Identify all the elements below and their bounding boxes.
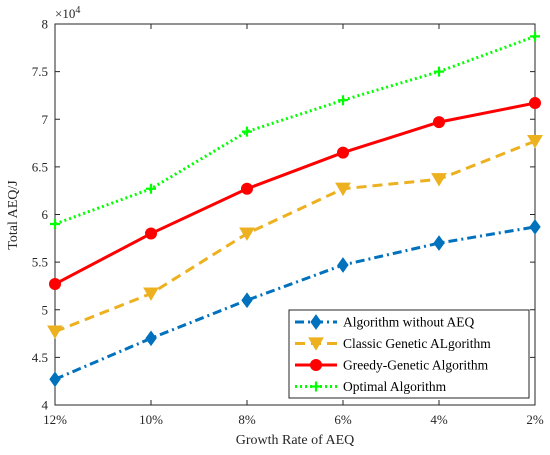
y-axis-label: Total AEQ/J [6,180,21,250]
data-point [241,292,253,309]
series-1 [47,135,543,339]
legend-marker [310,359,322,371]
legend: Algorithm without AEQ Classic Genetic ALg… [288,309,530,399]
y-scale-exponent: 4 [75,5,80,16]
series-line [54,34,536,226]
data-point [49,371,61,388]
legend-label: Classic Genetic ALgorithm [343,336,491,351]
legend-item: Classic Genetic ALgorithm [295,336,491,351]
data-point [49,278,61,291]
y-tick-label: 6 [42,207,49,222]
data-point [335,182,351,197]
series-line [54,225,536,381]
series-line [54,101,536,286]
data-point [530,31,540,42]
data-point [242,126,252,137]
legend-label: Greedy-Genetic Algorithm [343,358,489,373]
data-point [241,182,253,195]
legend-item: Optimal Algorithm [295,379,447,394]
plot-area: 4 4.5 5 5.5 6 6.5 7 7.5 8 12% 10% 8% 6% 4% 2% Algorithm… [32,17,544,428]
y-tick-label: 5.5 [32,255,48,270]
legend-marker [311,381,321,392]
y-tick-label: 7 [42,112,49,127]
legend-label: Optimal Algorithm [343,379,447,394]
series-line [54,139,536,334]
data-point [337,146,349,159]
data-point [527,135,543,149]
x-tick-label: 6% [334,412,352,427]
x-axis-label: Growth Rate of AEQ [236,433,355,448]
series-3 [50,31,540,230]
series-0 [49,219,541,388]
data-point [47,325,63,339]
data-point [433,116,445,129]
y-tick-label: 4.5 [32,350,48,365]
data-point [143,287,159,301]
x-tick-label: 8% [238,412,256,427]
data-point [431,173,447,187]
legend-marker [310,314,322,330]
data-point [529,97,541,110]
data-point [146,183,156,194]
legend-label: Algorithm without AEQ [343,315,475,330]
series-2 [49,97,541,291]
y-scale-multiplier: ×104 [55,5,80,21]
y-scale-base: ×10 [55,6,75,21]
legend-item: Algorithm without AEQ [295,314,475,330]
data-point [337,257,349,273]
data-point [529,219,541,235]
data-point [145,227,157,240]
x-tick-label: 10% [139,412,163,427]
legend-box [288,309,530,399]
data-point [239,227,255,241]
x-tick-label: 12% [43,412,67,427]
data-point [338,95,348,106]
legend-marker [308,337,324,351]
x-tick-label: 4% [430,412,448,427]
data-point [50,219,60,230]
y-tick-label: 8 [42,17,49,32]
data-point [434,66,444,77]
y-tick-label: 6.5 [32,159,48,174]
data-point [145,330,157,347]
legend-item: Greedy-Genetic Algorithm [295,358,489,373]
y-tick-label: 7.5 [32,64,48,79]
y-tick-label: 5 [42,302,49,317]
y-tick-label: 4 [42,398,49,413]
x-tick-label: 2% [526,412,544,427]
data-point [433,235,445,251]
